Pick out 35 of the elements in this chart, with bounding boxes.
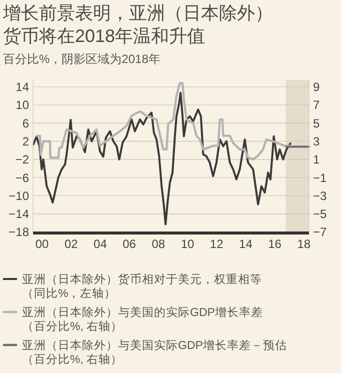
legend-label: 亚洲（日本除外）与美国实际GDP增长率差－预估（百分比%, 右轴） [22, 338, 287, 366]
y2-tick-label: 7 [313, 98, 320, 112]
x-tick-label: 00 [35, 237, 50, 251]
x-tick-label: 06 [122, 237, 136, 251]
y2-tick-label: 5 [313, 116, 320, 130]
line-series [36, 82, 291, 161]
y2-tick-label: 3 [313, 134, 320, 148]
y2-tick-label: 9 [313, 80, 320, 94]
legend-label: 亚洲（日本除外）与美国的实际GDP增长率差（百分比%, 右轴） [22, 305, 263, 333]
x-tick-label: 10 [180, 237, 195, 251]
line-series [32, 92, 292, 226]
y-tick-label: −14 [8, 207, 30, 222]
chart-subtitle: 百分比%，阴影区域为2018年 [3, 52, 160, 66]
y-tick-label: −6 [15, 170, 30, 185]
x-tick-label: 02 [64, 237, 78, 251]
y2-tick-label: −7 [313, 225, 328, 240]
x-tick-label: 16 [268, 237, 282, 251]
x-tick-label: 08 [152, 237, 166, 251]
chart-title: 增长前景表明，亚洲（日本除外）货币将在2018年温和升值 [2, 3, 273, 46]
x-tick-label: 14 [239, 237, 253, 251]
y-tick-label: −10 [8, 188, 30, 203]
y2-tick-label: 1 [313, 152, 320, 167]
y-tick-label: 6 [22, 116, 30, 130]
y-tick-label: −18 [8, 225, 30, 240]
y2-tick-label: −3 [313, 188, 328, 203]
x-tick-label: 12 [210, 237, 224, 251]
y-tick-label: 10 [16, 98, 30, 112]
y2-tick-label: −5 [313, 207, 328, 222]
y-tick-label: 14 [16, 80, 30, 94]
y-tick-label: −2 [15, 152, 30, 167]
y-tick-label: 2 [22, 134, 30, 148]
x-tick-label: 04 [94, 237, 108, 251]
x-tick-label: 18 [297, 237, 311, 251]
y2-tick-label: −1 [313, 170, 328, 185]
legend-label: 亚洲（日本除外）货币相对于美元，权重相等（同比%，左轴） [22, 272, 262, 300]
